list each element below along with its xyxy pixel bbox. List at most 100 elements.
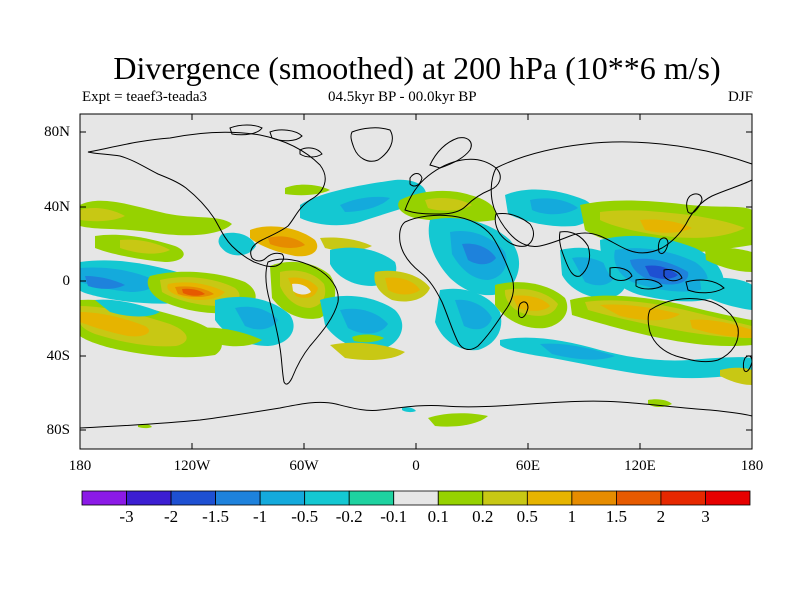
colorbar-swatch [526,490,573,506]
lat-tick-label: 40N [44,199,70,215]
coastline-japan [686,193,703,214]
colorbar-label: -0.5 [291,507,319,526]
anomaly-region [512,295,550,311]
anomaly-region [428,413,488,427]
anomaly-region [340,308,388,334]
anomaly-region [640,219,692,233]
anomaly-region [690,319,752,338]
lon-tick-label: 120W [173,458,211,474]
anomaly-region [120,239,170,254]
anomaly-region [700,277,752,310]
lon-tick-label: 180 [740,458,764,474]
anomaly-region [95,299,160,317]
colorbar-swatch [437,490,484,506]
coastline-arabia [494,213,534,247]
anomaly-region [235,306,278,330]
anomaly-region [80,312,149,337]
anomaly-region [292,283,311,295]
colorbar-label: -2 [164,507,179,526]
anomaly-region [182,288,205,296]
coastline-arctic-islands [229,124,323,158]
anomaly-region [402,407,416,413]
map-panel [79,113,753,450]
chart-title: Divergence (smoothed) at 200 hPa (10**6 … [113,50,721,86]
lat-tick-label: 80N [44,124,70,140]
anomaly-region [455,299,492,330]
experiment-label: Expt = teaef3-teada3 [82,89,208,105]
anomaly-region [320,237,372,251]
colorbar-label: 0.5 [516,507,538,526]
anomaly-region [720,367,752,385]
coastline-antarctica [79,400,753,429]
colorbar-label: 1.5 [605,507,628,526]
colorbar-label: -1 [253,507,268,526]
colorbar-label: 3 [701,507,710,526]
anomaly-region [705,247,752,272]
lon-tick-label: 120E [624,458,656,474]
colorbar-swatch [393,490,439,506]
colorbar-swatch [81,490,127,506]
colorbar-swatch [170,490,217,506]
axis-ticks [80,114,752,449]
anomaly-region [540,343,615,360]
lon-tick-label: 60E [515,458,541,474]
colorbar-label: -1.5 [202,507,230,526]
coastline-india [559,231,591,277]
colorbar-label: 1 [567,507,577,526]
period-label: 04.5kyr BP - 00.0kyr BP [328,89,477,105]
anomaly-region [200,327,262,347]
colorbar-swatch [482,490,528,506]
colorbar-swatch [304,490,350,506]
anomaly-region [268,236,305,248]
divergence-field [80,179,752,429]
colorbar-swatch [616,490,662,506]
anomaly-region [645,265,678,279]
lon-tick-label: 180 [68,458,92,474]
lat-tick-label: 40S [46,348,70,364]
colorbar-label: 0.2 [472,507,494,526]
anomaly-region [80,207,125,222]
anomaly-region [600,304,680,321]
colorbar-label: 2 [656,507,666,526]
anomaly-region [462,243,496,265]
coastline-asia [490,141,753,254]
colorbar-label: -3 [119,507,134,526]
anomaly-region [330,342,405,360]
coastline-indonesia [609,267,725,294]
colorbar-swatch [660,490,706,506]
anomaly-region [85,276,125,289]
coastline-south-america [265,258,339,385]
coastline-uk [409,173,423,187]
colorbar-swatch [126,490,172,506]
anomaly-region [352,334,384,343]
coastline-philippines [657,237,669,255]
colorbar-label: 0.1 [427,507,449,526]
lon-tick-label: 0 [412,458,420,474]
coastline-australia [647,297,739,363]
colorbar-swatch [215,490,261,506]
anomaly-region [385,277,420,295]
colorbar-swatch [705,490,751,506]
anomaly-region [425,197,472,211]
anomaly-region [285,184,330,196]
anomaly-region [80,200,232,236]
season-label: DJF [727,89,753,105]
colorbar-swatch [348,490,395,506]
coastlines [79,124,753,429]
coastline-greenland [350,127,393,162]
anomaly-region [340,196,390,212]
colorbar-label: -0.2 [335,507,363,526]
coastline-scandinavia [429,137,472,169]
colorbar-label: -0.1 [380,507,408,526]
coastline-europe [404,158,501,215]
colorbar-swatch [259,490,306,506]
colorbar-swatch [571,490,617,506]
lat-tick-label: 0 [62,273,71,289]
anomaly-region [218,232,256,256]
lat-tick-label: 80S [46,422,70,438]
coastline-africa [399,214,515,350]
coastline-north-america [87,131,326,267]
coastline-madagascar [517,301,529,319]
colorbar [81,490,751,506]
